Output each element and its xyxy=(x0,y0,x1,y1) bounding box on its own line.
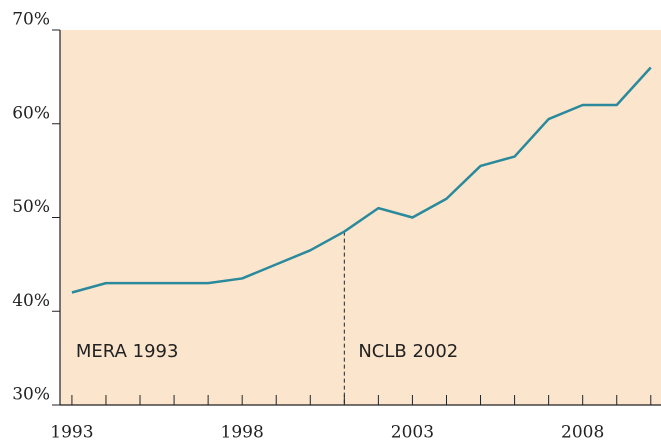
plot-background xyxy=(60,30,661,405)
y-tick-label: 50% xyxy=(12,197,50,217)
y-tick-label: 70% xyxy=(12,10,50,30)
x-tick-label: 1993 xyxy=(50,423,93,443)
y-tick-label: 60% xyxy=(12,103,50,123)
annotation: MERA 1993 xyxy=(76,341,179,362)
x-tick-label: 2008 xyxy=(561,423,604,443)
annotation: NCLB 2002 xyxy=(358,341,458,362)
x-tick-label: 1998 xyxy=(221,423,264,443)
y-tick-label: 30% xyxy=(12,385,50,405)
data-line xyxy=(71,66,652,294)
y-tick-label: 40% xyxy=(12,291,50,311)
x-tick-label: 2003 xyxy=(391,423,434,443)
